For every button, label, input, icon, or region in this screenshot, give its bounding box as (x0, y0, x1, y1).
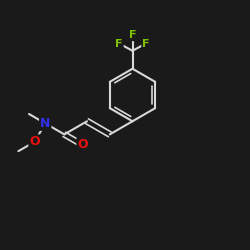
Text: O: O (29, 135, 40, 148)
Text: N: N (40, 117, 50, 130)
Text: F: F (142, 39, 150, 49)
Text: O: O (78, 138, 88, 151)
Text: F: F (115, 39, 123, 49)
Text: F: F (129, 30, 136, 40)
